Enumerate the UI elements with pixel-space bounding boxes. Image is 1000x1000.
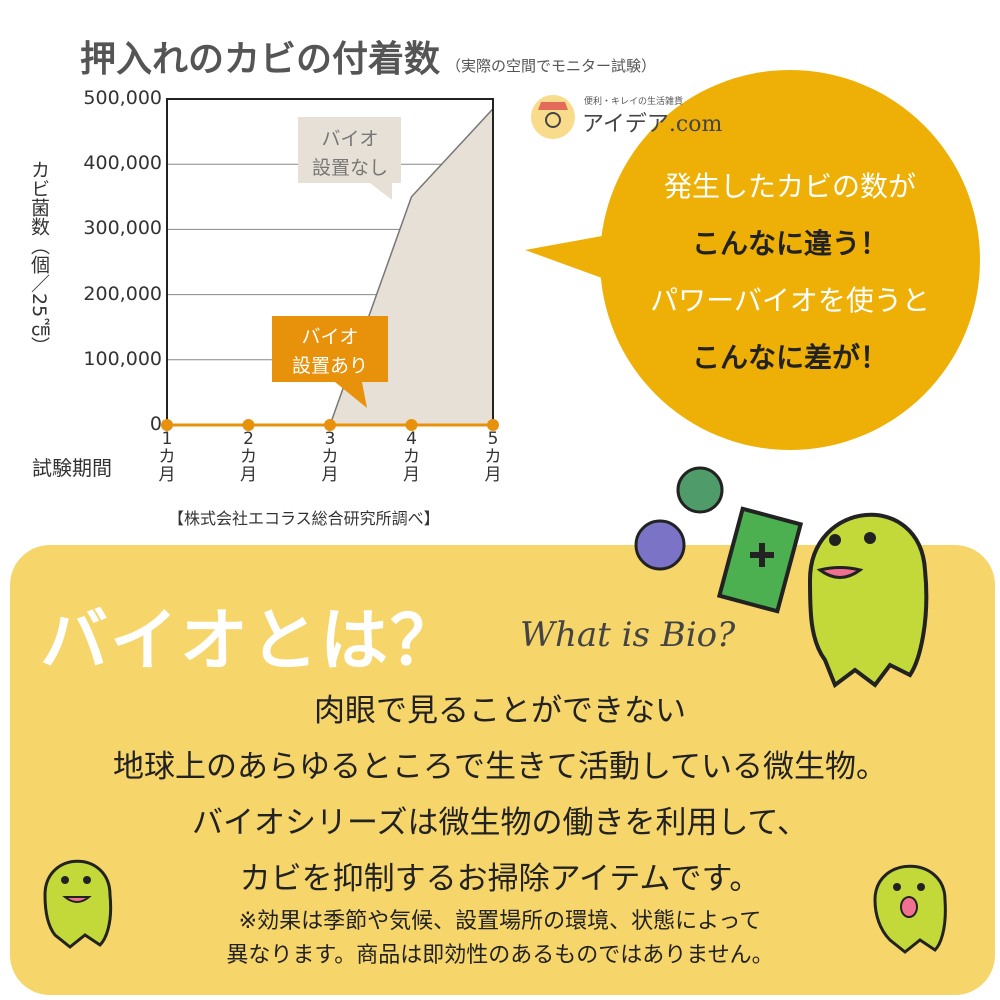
y-tick-label: 100,000 xyxy=(83,347,162,370)
callout-bio-tail xyxy=(335,382,367,408)
x-tick-part: 3 xyxy=(324,429,336,449)
x-tick-part: カ xyxy=(158,447,176,467)
x-tick-part: 月 xyxy=(158,465,176,485)
description-line: バイオシリーズは微生物の働きを利用して、 xyxy=(192,805,808,841)
data-point-bio xyxy=(161,419,173,431)
speech-bubble xyxy=(600,70,980,450)
data-point-bio xyxy=(405,419,418,431)
y-tick-label: 400,000 xyxy=(83,152,162,175)
description-line: カビを抑制するお掃除アイテムです。 xyxy=(239,861,761,897)
x-tick-part: 月 xyxy=(484,465,502,485)
bio-heading: バイオとは？ xyxy=(40,602,461,681)
note-line: ※効果は季節や気候、設置場所の環境、状態によって xyxy=(238,909,762,934)
data-point-bio xyxy=(487,419,499,431)
speech-bubble-text: 発生したカビの数が こんなに違う！ パワーバイオを使うと こんなに差が！ xyxy=(600,158,980,386)
x-tick-part: カ xyxy=(403,447,420,467)
y-tick-label: 200,000 xyxy=(83,282,162,305)
bubble-line: 発生したカビの数が xyxy=(663,170,916,203)
logo-name: アイデア.com xyxy=(582,112,723,137)
y-axis-label: カビ菌数（個／25㎠） xyxy=(28,160,50,356)
callout-no-bio-tail xyxy=(370,183,392,200)
x-tick-part: 月 xyxy=(240,465,257,485)
bio-mascot-large-illustration xyxy=(634,466,929,689)
plot-frame xyxy=(166,98,494,425)
bio-mascot-small-right-illustration xyxy=(873,864,947,954)
disclaimer-note: ※効果は季節や気候、設置場所の環境、状態によって 異なります。商品は即効性のある… xyxy=(0,905,1000,973)
bubble-line: こんなに違う！ xyxy=(691,227,888,260)
x-tick-part: 月 xyxy=(403,465,420,485)
callout-no-bio xyxy=(298,117,401,183)
callout-bio-line1: バイオ xyxy=(301,326,358,348)
y-tick-label: 0 xyxy=(149,413,162,435)
title-text: 押入れのカビの付着数 xyxy=(80,39,441,80)
bio-description: 肉眼で見ることができない 地球上のあらゆるところで生きて活動している微生物。 バ… xyxy=(0,683,1000,907)
x-tick-part: カ xyxy=(321,447,339,467)
x-tick-part: カ xyxy=(240,447,257,467)
callout-no-bio-line2: 設置なし xyxy=(312,157,388,179)
x-tick-part: 4 xyxy=(406,429,417,449)
x-tick-part: 5 xyxy=(487,429,499,449)
note-line: 異なります。商品は即効性のあるものではありません。 xyxy=(226,943,774,968)
shop-icon xyxy=(531,95,575,139)
x-axis-label: 試験期間 xyxy=(32,456,112,480)
bio-mascot-small-left-illustration xyxy=(43,859,113,949)
chart-title: 押入れのカビの付着数 （実際の空間でモニター試験） xyxy=(80,30,656,82)
description-line: 地球上のあらゆるところで生きて活動している微生物。 xyxy=(112,749,888,785)
logo-tagline: 便利・キレイの生活雑貨 xyxy=(584,97,684,107)
x-tick-part: 月 xyxy=(321,465,339,485)
chart-source: 【株式会社エコラス総合研究所調べ】 xyxy=(168,509,440,528)
callout-bio xyxy=(272,316,388,382)
callout-bio-line2: 設置あり xyxy=(292,355,368,377)
bio-subheading: What is Bio? xyxy=(520,615,736,655)
callout-no-bio-line1: バイオ xyxy=(321,128,378,150)
y-tick-label: 500,000 xyxy=(83,87,162,109)
bubble-line: こんなに差が！ xyxy=(691,341,888,374)
x-tick-part: 2 xyxy=(243,429,254,449)
brand-logo: 便利・キレイの生活雑貨 アイデア.com xyxy=(528,92,728,142)
bubble-line: パワーバイオを使うと xyxy=(650,284,930,317)
chart-subtitle: （実際の空間でモニター試験） xyxy=(446,57,657,75)
data-point-bio xyxy=(324,419,336,431)
data-point-bio xyxy=(242,419,255,431)
description-line: 肉眼で見ることができない xyxy=(314,693,686,729)
x-tick-part: カ xyxy=(484,447,502,467)
y-tick-label: 300,000 xyxy=(83,217,162,240)
x-tick-part: 1 xyxy=(161,429,173,449)
